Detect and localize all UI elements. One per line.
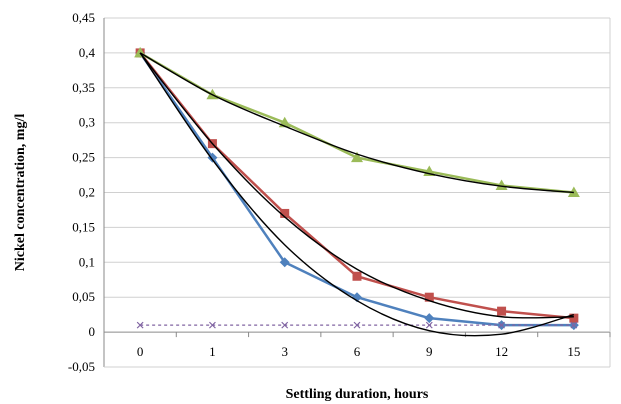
data-point (136, 321, 144, 329)
y-tick-label: 0,35 (72, 80, 95, 95)
y-tick-label: 0,45 (72, 10, 95, 25)
data-point (424, 292, 434, 302)
trendline (139, 52, 575, 337)
y-tick-label: 0,05 (72, 289, 95, 304)
y-tick-label: 0,3 (79, 115, 95, 130)
data-point (207, 152, 218, 163)
x-tick-label: 15 (567, 344, 580, 359)
data-point (352, 271, 362, 281)
trendlines (139, 52, 575, 337)
data-point (425, 321, 433, 329)
data-point (570, 321, 578, 329)
y-axis-title: Nickel concentration, mg/l (13, 114, 28, 272)
x-tick-label: 6 (354, 344, 361, 359)
data-point (280, 208, 290, 218)
y-tick-label: 0,2 (79, 185, 95, 200)
x-axis-title: Settling duration, hours (286, 387, 429, 402)
data-point (281, 321, 289, 329)
x-tick-label: 1 (209, 344, 216, 359)
x-axis-ticks: 0 1 3 6 9 12 15 (103, 332, 611, 359)
y-tick-label: 0,1 (79, 254, 95, 269)
y-tick-label: 0,15 (72, 219, 95, 234)
data-point (569, 313, 579, 323)
x-tick-label: 0 (137, 344, 144, 359)
x-tick-label: 12 (495, 344, 508, 359)
y-tick-label: 0,25 (72, 150, 95, 165)
data-point (351, 151, 363, 163)
gridlines (103, 17, 611, 368)
data-point (498, 321, 505, 329)
x-tick-label: 9 (426, 344, 433, 359)
trendline (139, 52, 574, 319)
data-point (279, 257, 290, 268)
data-point (497, 306, 507, 316)
y-axis-ticks: -0,05 0 0,05 0,1 0,15 0,2 0,25 0,3 0,35 0,4 0,45 (68, 10, 96, 374)
x-tick-label: 3 (281, 344, 288, 359)
y-tick-label: 0,4 (79, 45, 96, 60)
y-tick-label: 0 (89, 324, 96, 339)
data-point (567, 186, 580, 197)
data-point (353, 321, 361, 329)
trendline (139, 52, 574, 194)
data-point (424, 313, 435, 324)
data-point (209, 321, 216, 329)
data-point (495, 179, 508, 191)
series-line (139, 52, 574, 327)
y-tick-label: -0,05 (68, 359, 95, 374)
